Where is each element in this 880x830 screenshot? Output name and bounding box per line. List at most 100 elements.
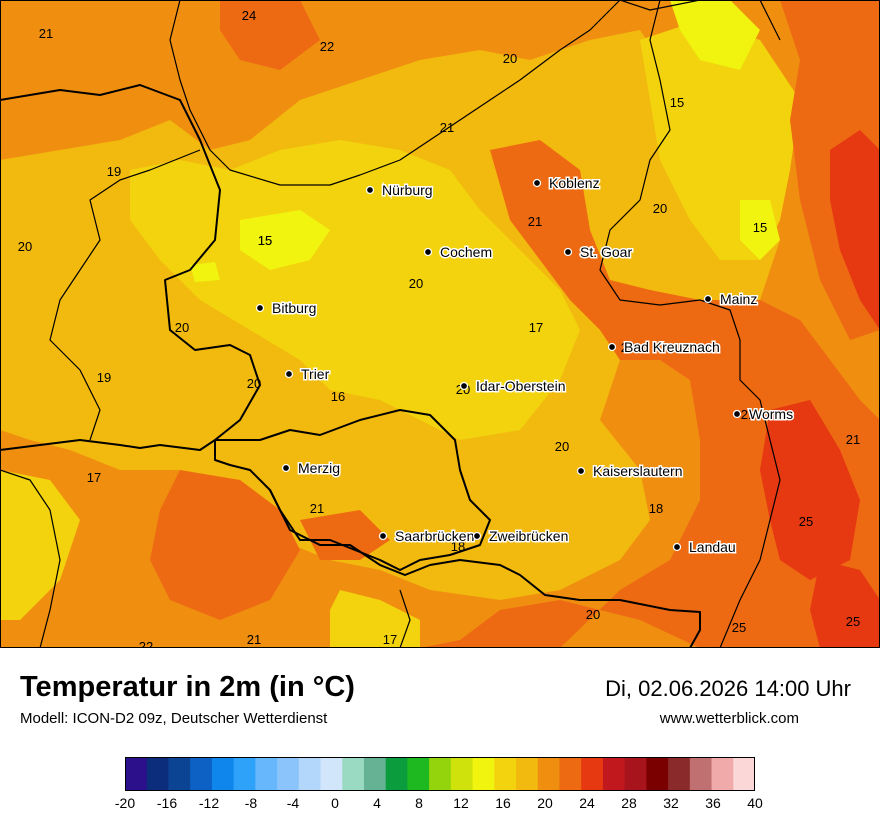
city-dot [607,342,617,352]
temperature-label: 24 [242,8,256,23]
city-dot [284,369,294,379]
city-marker[interactable]: Cochem [423,243,494,262]
scale-swatch [342,757,365,791]
scale-swatch [516,757,539,791]
city-dot [563,247,573,257]
border-line [399,589,411,648]
city-dot [423,247,433,257]
city-dot [472,531,482,541]
city-marker[interactable]: St. Goar [563,243,634,262]
temperature-region [420,140,880,648]
scale-swatch [429,757,452,791]
border-line [619,0,701,11]
temperature-label: 22 [139,639,153,648]
scale-tick-label: 12 [453,795,469,811]
city-label: Worms [749,406,793,422]
scale-swatch [581,757,604,791]
temperature-region [830,130,880,330]
temperature-label: 17 [529,320,543,335]
temperature-label: 17 [383,632,397,647]
border-lines [0,0,781,648]
temperature-label: 25 [732,620,746,635]
temperature-label: 22 [320,39,334,54]
border-line [0,469,61,648]
temperature-label: 25 [846,614,860,629]
temperature-label: 20 [247,376,261,391]
scale-tick-label: 32 [663,795,679,811]
scale-tick-label: 0 [331,795,339,811]
scale-tick-label: -4 [286,795,300,811]
scale-swatch [646,757,669,791]
temperature-region [330,590,420,648]
city-marker[interactable]: Koblenz [532,174,601,193]
temperature-region [810,560,880,648]
temperature-label: 21 [846,432,860,447]
city-dot [532,178,542,188]
city-marker[interactable]: Bad Kreuznach [607,338,721,357]
scale-swatch [711,757,734,791]
temperature-region [150,470,300,620]
scale-tick-label: 28 [621,795,637,811]
city-dot [576,466,586,476]
temperature-label: 21 [310,501,324,516]
scale-swatch [190,757,213,791]
city-label: Idar-Oberstein [476,378,565,394]
scale-swatch [320,757,343,791]
scale-swatch [624,757,647,791]
scale-swatch [298,757,322,791]
city-marker[interactable]: Bitburg [255,299,318,318]
temperature-region [670,0,760,70]
border-line [49,149,201,441]
temperature-regions [0,0,880,648]
scale-swatch [602,757,626,791]
city-marker[interactable]: Saarbrücken [378,527,476,546]
scale-tick-label: 40 [747,795,763,811]
border-line [759,0,781,41]
temperature-label: 15 [753,220,767,235]
city-label: Zweibrücken [489,528,568,544]
city-dot [378,531,388,541]
scale-swatch [255,757,278,791]
scale-swatch [472,757,495,791]
city-marker[interactable]: Landau [672,538,737,557]
temperature-label: 21 [247,632,261,647]
city-marker[interactable]: Zweibrücken [472,527,570,546]
city-dot [732,409,742,419]
temperature-label: 20 [586,607,600,622]
city-marker[interactable]: Idar-Oberstein [459,377,567,396]
temperature-label: 20 [555,439,569,454]
scale-swatch [537,757,560,791]
scale-tick-label: 16 [495,795,511,811]
city-marker[interactable]: Worms [732,405,795,424]
scale-swatch [494,757,517,791]
border-line [169,0,621,186]
temperature-region [240,210,330,270]
temperature-map: 24 21 22 20 15 21 19 15 21 20 20 15 15 20 17 20 22 19 20 16… [0,0,880,648]
website-link[interactable]: www.wetterblick.com [659,710,799,727]
city-marker[interactable]: Trier [284,365,331,384]
city-label: Landau [689,539,736,555]
temperature-label: 15 [670,95,684,110]
city-label: Cochem [440,244,492,260]
city-label: St. Goar [580,244,632,260]
scale-swatch [146,757,169,791]
border-line [0,84,261,451]
city-marker[interactable]: Kaiserslautern [576,462,684,481]
city-marker[interactable]: Merzig [281,459,342,478]
temperature-label: 21 [741,407,755,422]
scale-tick-label: -8 [244,795,258,811]
scale-swatch [450,757,474,791]
scale-swatch [689,757,713,791]
city-label: Saarbrücken [395,528,474,544]
scale-tick-label: 4 [373,795,381,811]
scale-swatch [385,757,408,791]
city-marker[interactable]: Nürburg [365,181,434,200]
scale-swatch [168,757,191,791]
scale-swatch [407,757,430,791]
scale-swatch [233,757,256,791]
temperature-region [190,262,220,282]
model-info: Modell: ICON-D2 09z, Deutscher Wetterdie… [20,710,328,727]
city-marker[interactable]: Mainz [703,290,759,309]
temperature-region [300,510,390,560]
city-label: Merzig [298,460,340,476]
